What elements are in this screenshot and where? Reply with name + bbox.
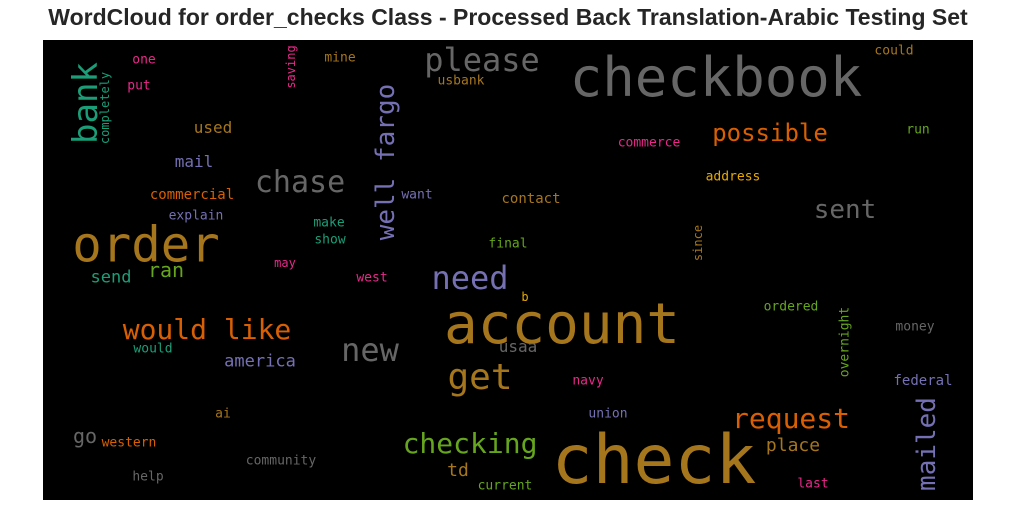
word-overnight: overnight: [837, 306, 853, 378]
word-mine: mine: [324, 50, 356, 66]
word-help: help: [132, 469, 164, 485]
word-completely: completely: [98, 71, 112, 145]
word-commercial: commercial: [149, 187, 235, 203]
word-cloud: checkbook check account order please bank chas…: [43, 40, 973, 500]
word-would: would: [133, 341, 173, 357]
word-mailed: mailed: [912, 397, 942, 491]
word-request: request: [731, 402, 851, 435]
word-need: need: [431, 259, 509, 297]
word-federal: federal: [893, 373, 953, 389]
word-checking: checking: [402, 427, 538, 460]
word-well-fargo: well fargo: [371, 83, 401, 241]
word-place: place: [765, 435, 821, 456]
word-would-like: would like: [122, 313, 292, 346]
word-send: send: [90, 267, 132, 288]
word-check: check: [551, 421, 757, 500]
word-ai: ai: [215, 406, 231, 422]
word-current: current: [477, 478, 533, 494]
word-mail: mail: [174, 152, 214, 171]
word-contact: contact: [501, 191, 561, 207]
word-usbank: usbank: [437, 73, 485, 89]
word-want: want: [401, 187, 433, 203]
word-checkbook: checkbook: [569, 46, 863, 109]
word-go: go: [72, 424, 98, 448]
word-account: account: [443, 292, 681, 357]
word-get: get: [447, 357, 513, 398]
word-show: show: [314, 232, 346, 248]
chart-title: WordCloud for order_checks Class - Proce…: [48, 4, 968, 30]
word-please: please: [424, 41, 540, 79]
word-chase: chase: [254, 165, 346, 200]
word-west: west: [356, 270, 388, 286]
word-commerce: commerce: [617, 135, 681, 151]
word-ordered: ordered: [763, 299, 819, 315]
word-b: b: [521, 290, 529, 304]
word-union: union: [588, 406, 628, 422]
word-western: western: [101, 435, 157, 451]
word-possible: possible: [712, 119, 828, 147]
word-money: money: [895, 319, 935, 335]
word-america: america: [224, 351, 296, 372]
word-usaa: usaa: [498, 337, 538, 356]
word-may: may: [274, 256, 296, 270]
word-navy: navy: [572, 373, 604, 389]
word-make: make: [313, 215, 345, 231]
word-explain: explain: [168, 208, 224, 224]
word-order: order: [72, 216, 220, 274]
word-run: run: [906, 122, 930, 138]
word-last: last: [797, 476, 829, 492]
word-community: community: [245, 453, 317, 469]
word-new: new: [341, 331, 399, 369]
word-saving: saving: [284, 45, 298, 89]
word-could: could: [874, 43, 914, 59]
word-one: one: [132, 52, 156, 68]
word-put: put: [127, 78, 151, 94]
word-ran: ran: [147, 258, 185, 282]
word-sent: sent: [813, 195, 877, 225]
word-td: td: [447, 460, 469, 481]
word-address: address: [705, 169, 761, 185]
word-used: used: [193, 118, 233, 137]
word-since: since: [691, 224, 705, 262]
word-final: final: [488, 236, 528, 252]
